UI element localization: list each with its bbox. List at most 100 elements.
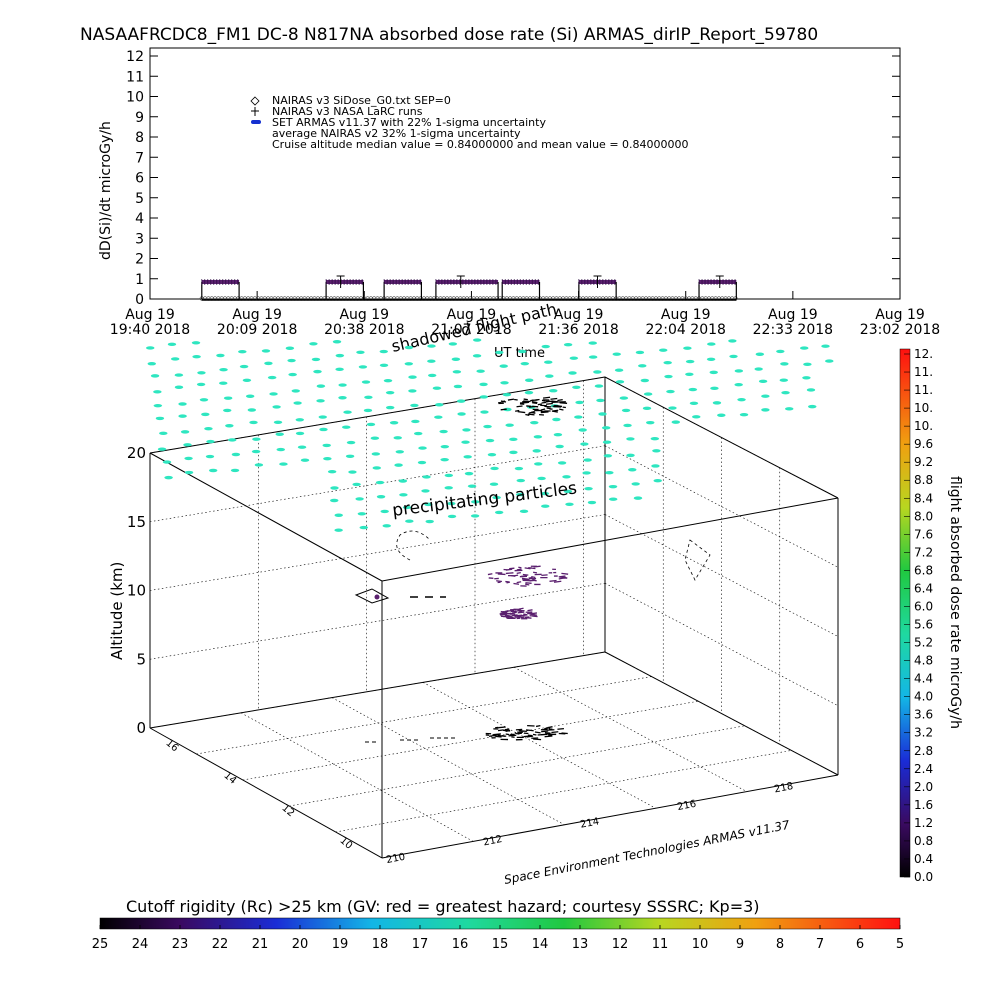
particle-marker: [275, 432, 284, 436]
particle-marker: [545, 374, 554, 378]
altitude-gridline: [149, 651, 606, 729]
particle-marker: [425, 519, 434, 524]
longitude-tick-label: 218: [773, 781, 794, 795]
dose-rate-colorbar: 0.0 0.4 0.8 1.2 1.6 2.0 2.4 2.8 3.2 3.6 4.0 4.4 4.8 5…: [899, 347, 963, 884]
particle-marker: [628, 468, 637, 472]
particle-marker: [549, 389, 558, 393]
particle-marker: [297, 445, 307, 449]
legend-entry: NAIRAS v3 NASA LaRC runs: [272, 105, 423, 118]
dose-colorbar-tick-label: 1.2: [914, 816, 933, 830]
particle-marker: [615, 380, 625, 384]
dose-colorbar-tick-label: 2.8: [914, 744, 933, 758]
dose-colorbar-tick-label: 0.4: [914, 852, 933, 866]
track-contour-dash: [516, 581, 522, 584]
dose-segment: [383, 278, 423, 299]
track-contour-outline: [354, 588, 390, 604]
flight-track-contours: [354, 396, 711, 743]
dose-segment: [501, 278, 541, 299]
dose-segment-bar: [201, 279, 240, 284]
particle-marker: [167, 342, 177, 347]
particle-marker: [279, 462, 288, 466]
particle-marker: [563, 343, 573, 347]
particle-marker: [285, 346, 295, 350]
particle-marker: [709, 370, 718, 375]
floor-gridline: [196, 676, 652, 755]
altitude-tick-label: 0: [136, 719, 146, 737]
particle-marker: [427, 359, 436, 363]
particle-marker: [621, 408, 631, 413]
particle-marker: [219, 381, 228, 385]
particle-marker: [343, 410, 352, 414]
track-contour-dash: [513, 582, 520, 585]
track-contour-dash: [533, 565, 541, 568]
dose-colorbar-tick-label: 10.: [914, 419, 933, 433]
particle-marker: [565, 502, 574, 506]
particle-marker: [316, 384, 326, 388]
particle-marker: [633, 496, 643, 500]
particle-marker: [444, 486, 453, 490]
frame-edge: [381, 497, 839, 582]
track-contour-dash: [526, 735, 534, 738]
longitude-tick-label: 214: [579, 816, 600, 830]
dose-colorbar-tick-label: 3.6: [914, 708, 933, 722]
particle-marker: [252, 437, 261, 441]
track-contour-dash: [495, 735, 502, 738]
particle-marker: [254, 463, 264, 467]
track-contour-dash: [505, 568, 513, 571]
rigidity-colorbar-tick-label: 7: [816, 937, 824, 952]
particle-marker: [729, 354, 738, 359]
particle-marker: [584, 486, 593, 491]
particle-marker: [364, 395, 373, 400]
particle-marker: [544, 360, 553, 364]
particle-marker: [208, 468, 218, 473]
particle-marker: [155, 416, 165, 421]
track-contour-dash: [544, 735, 553, 738]
particle-marker: [206, 439, 215, 444]
particle-marker: [291, 389, 300, 393]
particle-marker: [389, 421, 399, 425]
particle-marker: [457, 412, 466, 416]
particle-marker: [440, 444, 450, 449]
particle-marker: [651, 464, 660, 468]
dose-rate-colorbar-ticks: 0.0 0.4 0.8 1.2 1.6 2.0 2.4 2.8 3.2 3.6 4.0 4.4 4.8 5…: [904, 347, 933, 884]
chart-title: NASAAFRCDC8_FM1 DC-8 N817NA absorbed dos…: [80, 25, 818, 45]
particle-marker: [525, 378, 534, 382]
particle-marker: [806, 388, 816, 392]
particle-marker: [180, 430, 190, 434]
particle-marker: [601, 426, 611, 430]
particle-marker: [479, 382, 488, 387]
particle-marker: [395, 450, 404, 454]
track-contour-dash: [500, 613, 508, 616]
particle-marker: [404, 362, 414, 366]
particle-marker: [402, 505, 412, 510]
rigidity-colorbar-tick-label: 11: [652, 937, 669, 952]
top-y-tick-label: 0: [135, 292, 144, 308]
particle-marker: [205, 454, 215, 459]
particle-marker: [147, 362, 156, 366]
track-contour-dash: [505, 572, 514, 575]
particle-marker: [520, 361, 530, 366]
particle-marker: [515, 492, 525, 497]
rigidity-colorbar-tick-label: 8: [776, 937, 784, 952]
particle-marker: [646, 420, 655, 425]
particle-marker: [319, 427, 328, 432]
cutoff-rigidity-colorbar: Cutoff rigidity (Rc) >25 km (GV: red = g…: [92, 897, 904, 952]
particle-marker: [219, 368, 228, 372]
particle-marker: [408, 375, 417, 379]
particle-marker: [322, 443, 331, 448]
particle-marker: [706, 357, 716, 362]
rigidity-colorbar-tick-label: 13: [572, 937, 589, 952]
dose-colorbar-tick-label: 4.0: [914, 690, 933, 704]
track-contour-dash: [504, 610, 509, 613]
particle-marker: [183, 443, 192, 447]
particle-marker: [728, 339, 737, 343]
rigidity-colorbar-tick-label: 17: [412, 937, 429, 952]
particle-marker: [490, 466, 499, 471]
track-contour-dash: [511, 611, 517, 614]
top-y-tick-label: 2: [135, 252, 144, 268]
particle-marker: [710, 386, 719, 391]
dose-colorbar-tick-label: 9.6: [914, 437, 933, 451]
particle-marker: [316, 399, 325, 403]
top-y-axis-label: dD(Si)/dt microGy/h: [98, 121, 114, 260]
